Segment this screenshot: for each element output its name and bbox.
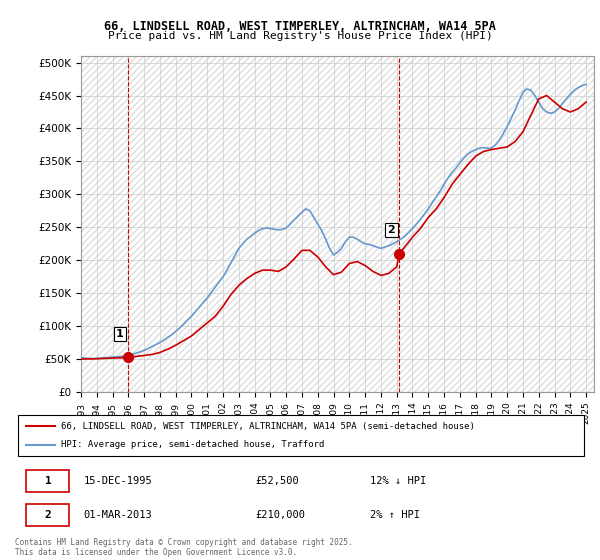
Text: 1: 1: [44, 476, 52, 486]
Text: 15-DEC-1995: 15-DEC-1995: [84, 476, 152, 486]
Text: 2: 2: [388, 225, 395, 235]
Text: 66, LINDSELL ROAD, WEST TIMPERLEY, ALTRINCHAM, WA14 5PA: 66, LINDSELL ROAD, WEST TIMPERLEY, ALTRI…: [104, 20, 496, 32]
Text: 1: 1: [116, 329, 124, 339]
Text: 2% ↑ HPI: 2% ↑ HPI: [370, 510, 420, 520]
Text: Price paid vs. HM Land Registry's House Price Index (HPI): Price paid vs. HM Land Registry's House …: [107, 31, 493, 41]
Text: 2: 2: [44, 510, 52, 520]
Text: £52,500: £52,500: [256, 476, 299, 486]
FancyBboxPatch shape: [18, 416, 584, 456]
Text: 12% ↓ HPI: 12% ↓ HPI: [370, 476, 427, 486]
FancyBboxPatch shape: [26, 469, 70, 492]
Text: HPI: Average price, semi-detached house, Trafford: HPI: Average price, semi-detached house,…: [61, 440, 324, 449]
Text: 66, LINDSELL ROAD, WEST TIMPERLEY, ALTRINCHAM, WA14 5PA (semi-detached house): 66, LINDSELL ROAD, WEST TIMPERLEY, ALTRI…: [61, 422, 475, 431]
Text: 01-MAR-2013: 01-MAR-2013: [84, 510, 152, 520]
Text: Contains HM Land Registry data © Crown copyright and database right 2025.
This d: Contains HM Land Registry data © Crown c…: [15, 538, 353, 557]
FancyBboxPatch shape: [26, 503, 70, 526]
Text: £210,000: £210,000: [256, 510, 305, 520]
